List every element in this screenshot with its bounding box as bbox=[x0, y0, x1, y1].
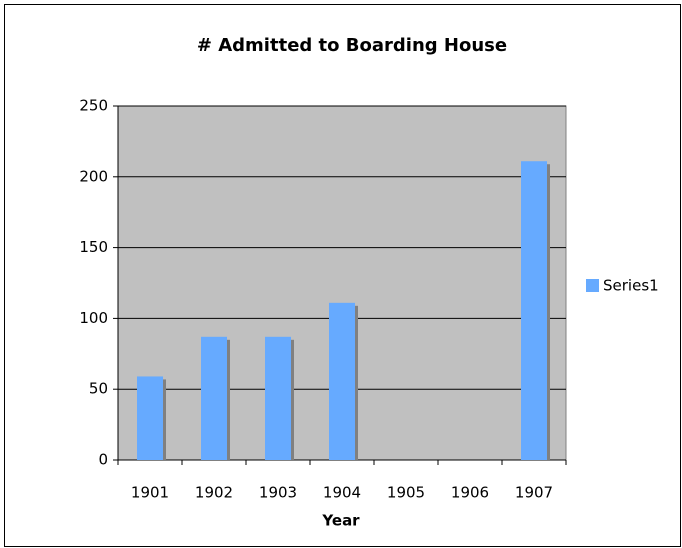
chart-title: # Admitted to Boarding House bbox=[197, 35, 507, 56]
x-tick-label: 1903 bbox=[259, 484, 297, 502]
bar bbox=[265, 336, 291, 460]
x-tick-label: 1904 bbox=[323, 484, 361, 502]
y-tick-label: 200 bbox=[79, 167, 108, 185]
x-tick-label: 1905 bbox=[387, 484, 425, 502]
y-tick-label: 50 bbox=[89, 380, 108, 398]
bar bbox=[329, 302, 355, 460]
bar bbox=[137, 376, 163, 460]
bar bbox=[201, 336, 227, 460]
legend-label: Series1 bbox=[603, 277, 659, 295]
x-tick-label: 1906 bbox=[451, 484, 489, 502]
x-tick-label: 1901 bbox=[131, 484, 169, 502]
y-tick-label: 100 bbox=[79, 309, 108, 327]
y-tick-label: 250 bbox=[79, 97, 108, 115]
legend-swatch bbox=[586, 279, 599, 292]
x-tick-label: 1907 bbox=[515, 484, 553, 502]
y-tick-label: 150 bbox=[79, 238, 108, 256]
bar bbox=[521, 161, 547, 460]
x-axis-label: Year bbox=[321, 512, 360, 530]
y-tick-label: 0 bbox=[98, 451, 108, 469]
x-tick-label: 1902 bbox=[195, 484, 233, 502]
